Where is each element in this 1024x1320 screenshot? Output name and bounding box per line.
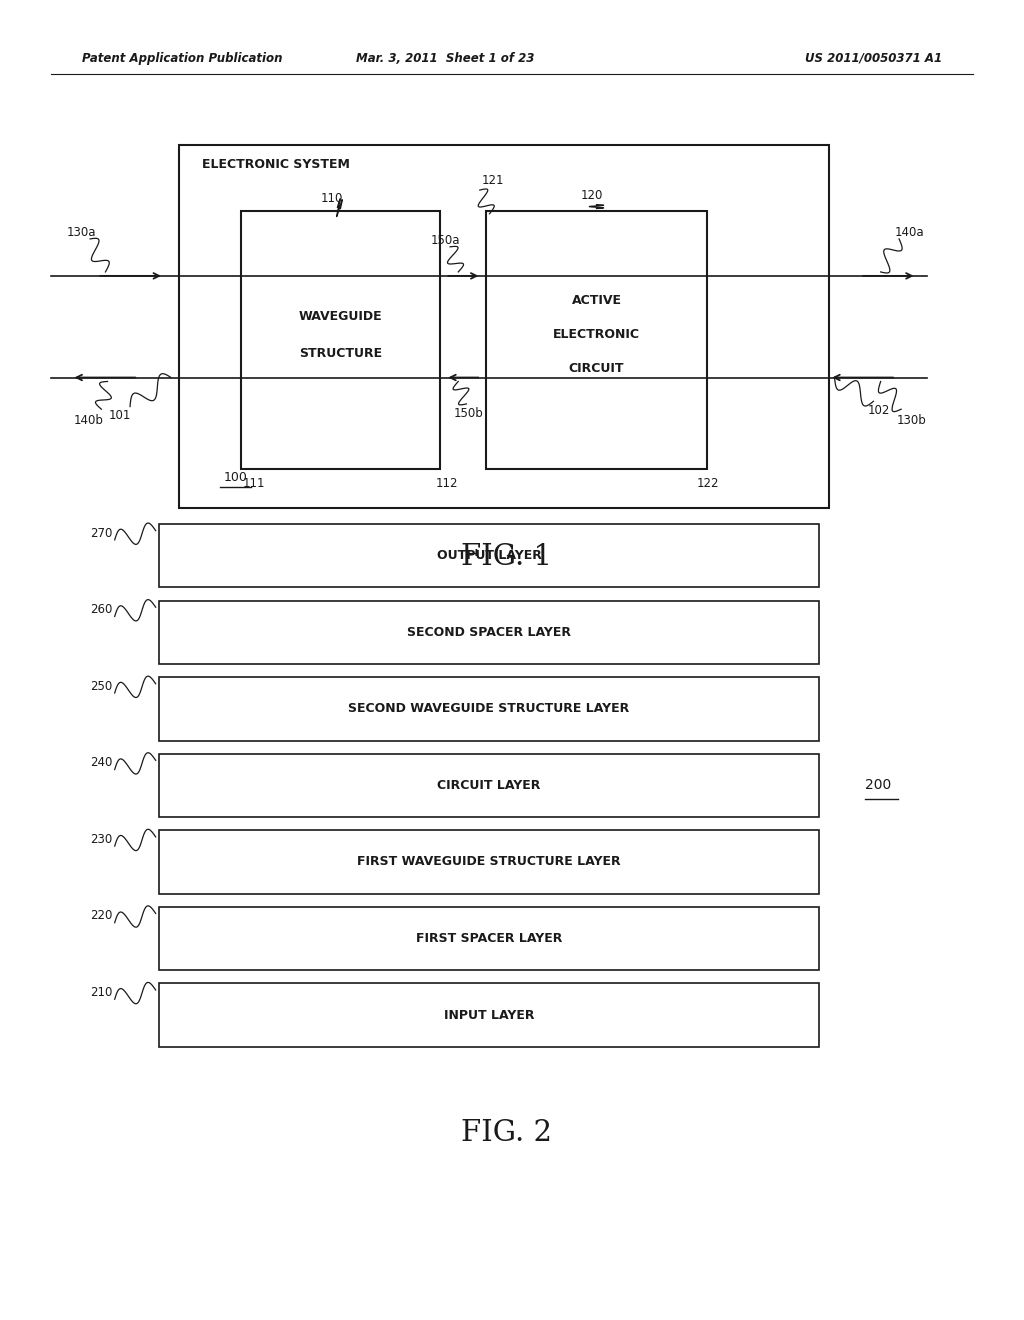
Text: 122: 122: [696, 477, 719, 490]
Text: 240: 240: [90, 756, 113, 770]
Bar: [159, 907, 819, 970]
Text: 110: 110: [322, 191, 343, 205]
Bar: [159, 524, 819, 587]
Text: 130a: 130a: [68, 226, 96, 239]
Text: 101: 101: [109, 409, 131, 422]
Text: 250: 250: [90, 680, 113, 693]
Text: Mar. 3, 2011  Sheet 1 of 23: Mar. 3, 2011 Sheet 1 of 23: [356, 51, 535, 65]
Text: 102: 102: [867, 404, 890, 417]
Text: ACTIVE: ACTIVE: [571, 294, 622, 306]
Text: CIRCUIT LAYER: CIRCUIT LAYER: [437, 779, 541, 792]
Text: 112: 112: [435, 477, 458, 490]
Text: US 2011/0050371 A1: US 2011/0050371 A1: [805, 51, 942, 65]
Text: CIRCUIT: CIRCUIT: [568, 363, 625, 375]
Bar: [241, 211, 440, 469]
Text: ELECTRONIC: ELECTRONIC: [553, 329, 640, 341]
Text: Patent Application Publication: Patent Application Publication: [82, 51, 283, 65]
Bar: [179, 145, 829, 508]
Text: 140b: 140b: [74, 414, 104, 428]
Bar: [486, 211, 707, 469]
Text: 140a: 140a: [895, 226, 924, 239]
Bar: [159, 601, 819, 664]
Text: 130b: 130b: [896, 414, 927, 428]
Text: 210: 210: [90, 986, 113, 999]
Bar: [159, 754, 819, 817]
Text: SECOND WAVEGUIDE STRUCTURE LAYER: SECOND WAVEGUIDE STRUCTURE LAYER: [348, 702, 630, 715]
Text: 220: 220: [90, 909, 113, 923]
Bar: [159, 983, 819, 1047]
Text: FIG. 1: FIG. 1: [462, 543, 552, 572]
Text: ELECTRONIC SYSTEM: ELECTRONIC SYSTEM: [202, 158, 349, 172]
Text: 270: 270: [90, 527, 113, 540]
Text: 150b: 150b: [454, 407, 483, 420]
Text: 121: 121: [482, 174, 504, 187]
Text: INPUT LAYER: INPUT LAYER: [443, 1008, 535, 1022]
Text: 111: 111: [243, 477, 265, 490]
Text: SECOND SPACER LAYER: SECOND SPACER LAYER: [407, 626, 571, 639]
Text: FIRST WAVEGUIDE STRUCTURE LAYER: FIRST WAVEGUIDE STRUCTURE LAYER: [357, 855, 621, 869]
Text: 230: 230: [90, 833, 113, 846]
Bar: [159, 677, 819, 741]
Text: 100: 100: [223, 471, 248, 484]
Text: WAVEGUIDE: WAVEGUIDE: [299, 310, 382, 322]
Text: 120: 120: [581, 189, 602, 202]
Text: 260: 260: [90, 603, 113, 616]
Bar: [159, 830, 819, 894]
Text: FIG. 2: FIG. 2: [462, 1118, 552, 1147]
Text: FIRST SPACER LAYER: FIRST SPACER LAYER: [416, 932, 562, 945]
Text: OUTPUT LAYER: OUTPUT LAYER: [436, 549, 542, 562]
Text: STRUCTURE: STRUCTURE: [299, 347, 382, 359]
Text: 150a: 150a: [430, 234, 460, 247]
Text: 200: 200: [865, 779, 892, 792]
